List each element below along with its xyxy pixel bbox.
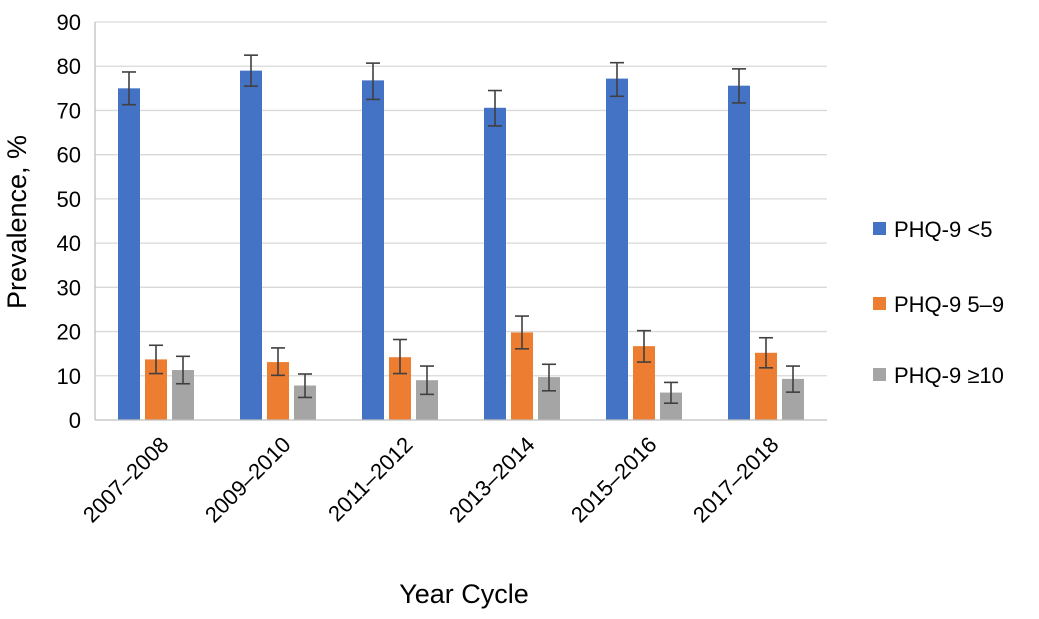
bar xyxy=(362,80,384,420)
x-tick-label: 2011–2012 xyxy=(323,432,417,526)
error-bar xyxy=(271,347,285,377)
error-bar xyxy=(488,89,502,127)
bar xyxy=(633,346,655,420)
bar xyxy=(728,85,750,421)
error-bar xyxy=(122,71,136,106)
bar xyxy=(294,385,316,420)
y-tick-label: 40 xyxy=(57,231,81,256)
y-tick-label: 80 xyxy=(57,54,81,79)
error-bar xyxy=(176,355,190,385)
error-bar xyxy=(366,62,380,101)
error-bar xyxy=(149,344,163,375)
x-tick-label: 2007–2008 xyxy=(78,432,174,528)
error-bar xyxy=(759,336,773,369)
error-bar xyxy=(515,315,529,350)
y-tick-label: 60 xyxy=(57,143,81,168)
x-tick-label: 2009–2010 xyxy=(200,432,296,528)
y-tick-label: 20 xyxy=(57,320,81,345)
y-tick-label: 50 xyxy=(57,187,81,212)
y-axis-title: Prevalence, % xyxy=(2,135,32,309)
bar xyxy=(538,377,560,420)
error-bar xyxy=(637,329,651,363)
bar xyxy=(660,392,682,420)
x-tick-labels: 2007–2008 2009–2010 2011–2012 2013–2014 2015… xyxy=(78,432,784,528)
bar xyxy=(416,380,438,420)
axes xyxy=(94,22,827,421)
x-axis-title: Year Cycle xyxy=(399,579,529,609)
y-tick-label: 70 xyxy=(57,98,81,123)
bars xyxy=(118,70,804,421)
error-bar xyxy=(298,373,312,399)
y-tick-label: 0 xyxy=(69,408,81,433)
bar xyxy=(145,359,167,420)
error-bars xyxy=(122,54,800,404)
legend-swatch xyxy=(873,368,886,381)
legend-item: PHQ-9 5–9 xyxy=(873,292,1004,317)
legend-label: PHQ-9 ≥10 xyxy=(894,363,1004,388)
error-bar xyxy=(610,61,624,98)
legend-label: PHQ-9 <5 xyxy=(894,217,992,242)
y-tick-label: 30 xyxy=(57,275,81,300)
bar xyxy=(267,362,289,420)
bar xyxy=(240,70,262,421)
y-tick-labels: 0 10 20 30 40 50 60 70 80 90 xyxy=(57,10,81,433)
bar xyxy=(782,378,804,420)
bar xyxy=(755,352,777,420)
error-bar xyxy=(420,365,434,396)
error-bar xyxy=(542,363,556,392)
x-tick-label: 2017–2018 xyxy=(688,432,784,528)
bar xyxy=(172,370,194,420)
x-tick-label: 2015–2016 xyxy=(566,432,662,528)
bar xyxy=(511,332,533,420)
error-bar xyxy=(732,68,746,104)
legend-item: PHQ-9 ≥10 xyxy=(873,363,1004,388)
legend-item: PHQ-9 <5 xyxy=(873,217,992,242)
bar xyxy=(606,78,628,421)
x-tick-label: 2013–2014 xyxy=(444,432,540,528)
grid-lines xyxy=(95,21,827,377)
legend-label: PHQ-9 5–9 xyxy=(894,292,1004,317)
error-bar xyxy=(393,338,407,375)
legend: PHQ-9 <5 PHQ-9 5–9 PHQ-9 ≥10 xyxy=(873,217,1004,388)
legend-swatch xyxy=(873,297,886,310)
error-bar xyxy=(664,381,678,404)
bar xyxy=(118,88,140,420)
legend-swatch xyxy=(873,222,886,235)
y-tick-label: 90 xyxy=(57,10,81,35)
y-tick-label: 10 xyxy=(57,364,81,389)
bar xyxy=(484,107,506,421)
error-bar xyxy=(786,365,800,393)
error-bar xyxy=(244,54,258,87)
